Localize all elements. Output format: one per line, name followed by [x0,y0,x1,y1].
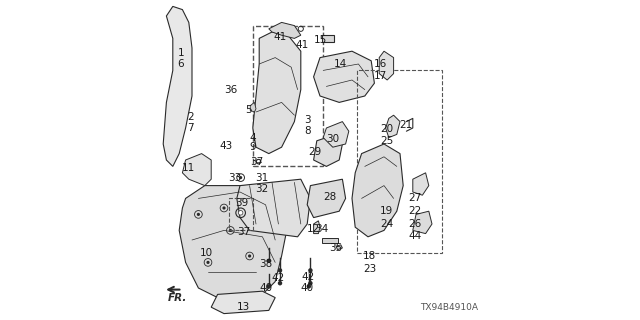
Circle shape [238,210,243,215]
Text: 28: 28 [323,192,336,202]
Bar [357,70,442,253]
Text: 9: 9 [250,142,256,152]
Polygon shape [253,32,301,154]
Text: 38: 38 [260,259,273,269]
Circle shape [267,259,271,263]
Text: 10: 10 [200,248,213,258]
Polygon shape [269,22,301,38]
Text: 1: 1 [177,48,184,58]
Polygon shape [385,115,400,138]
Text: 20: 20 [380,124,393,134]
Text: 31: 31 [255,172,268,183]
Text: 29: 29 [308,147,321,157]
Text: 18: 18 [363,251,376,261]
Polygon shape [323,122,349,147]
Text: 40: 40 [300,283,313,293]
Text: 7: 7 [187,123,194,133]
Text: 37: 37 [250,156,263,167]
Polygon shape [182,154,211,186]
Text: 6: 6 [177,59,184,69]
Text: 26: 26 [408,219,421,229]
Text: 44: 44 [408,231,421,241]
Polygon shape [307,179,346,218]
Polygon shape [163,6,192,166]
Polygon shape [413,211,432,234]
Text: 40: 40 [260,283,273,293]
Text: 12: 12 [307,224,319,234]
Polygon shape [237,179,310,237]
Text: 35: 35 [329,243,342,253]
Text: 41: 41 [273,32,287,42]
Text: 32: 32 [255,184,268,194]
Polygon shape [179,186,288,301]
Polygon shape [352,144,403,237]
Text: 41: 41 [296,40,309,50]
Polygon shape [380,51,394,80]
Circle shape [229,229,232,232]
Circle shape [278,268,282,273]
Text: 3: 3 [305,115,311,125]
Text: FR.: FR. [168,293,188,303]
Circle shape [308,281,312,285]
Text: 43: 43 [219,140,232,151]
Bar [253,26,323,166]
Text: 27: 27 [408,193,421,203]
Text: 42: 42 [301,272,314,282]
Circle shape [248,254,252,258]
Text: 37: 37 [237,227,250,237]
Text: 23: 23 [363,264,376,274]
Text: 33: 33 [228,172,242,183]
Text: 5: 5 [246,105,252,116]
Text: 4: 4 [250,132,256,143]
Polygon shape [250,102,256,112]
Circle shape [239,211,243,215]
Text: 21: 21 [399,120,412,131]
Circle shape [307,284,311,289]
Circle shape [223,206,226,210]
Polygon shape [322,238,338,243]
Text: 25: 25 [380,136,393,146]
Text: 42: 42 [271,273,284,284]
Circle shape [197,213,200,216]
Circle shape [308,268,312,273]
Text: 22: 22 [408,206,421,216]
Circle shape [239,176,242,179]
Text: TX94B4910A: TX94B4910A [420,303,479,312]
Text: 19: 19 [380,206,393,216]
Polygon shape [413,173,429,195]
Polygon shape [336,245,342,250]
Text: 24: 24 [380,219,393,229]
Text: 17: 17 [374,71,387,81]
Bar [229,198,253,230]
Polygon shape [314,51,374,102]
Text: 15: 15 [314,35,326,45]
Text: 13: 13 [237,302,250,312]
Polygon shape [211,291,275,314]
Text: 14: 14 [334,59,348,69]
Circle shape [278,281,282,285]
Text: 36: 36 [224,84,237,95]
Polygon shape [314,221,320,234]
Circle shape [267,284,271,289]
Polygon shape [314,134,342,166]
Text: 30: 30 [326,134,339,144]
Text: 39: 39 [235,198,248,208]
Polygon shape [322,35,334,42]
Text: 16: 16 [374,59,387,69]
Circle shape [255,216,258,219]
Circle shape [206,261,210,264]
Text: 8: 8 [305,126,311,136]
Text: 11: 11 [182,163,195,173]
Text: 34: 34 [315,224,328,234]
Text: 2: 2 [187,112,194,122]
